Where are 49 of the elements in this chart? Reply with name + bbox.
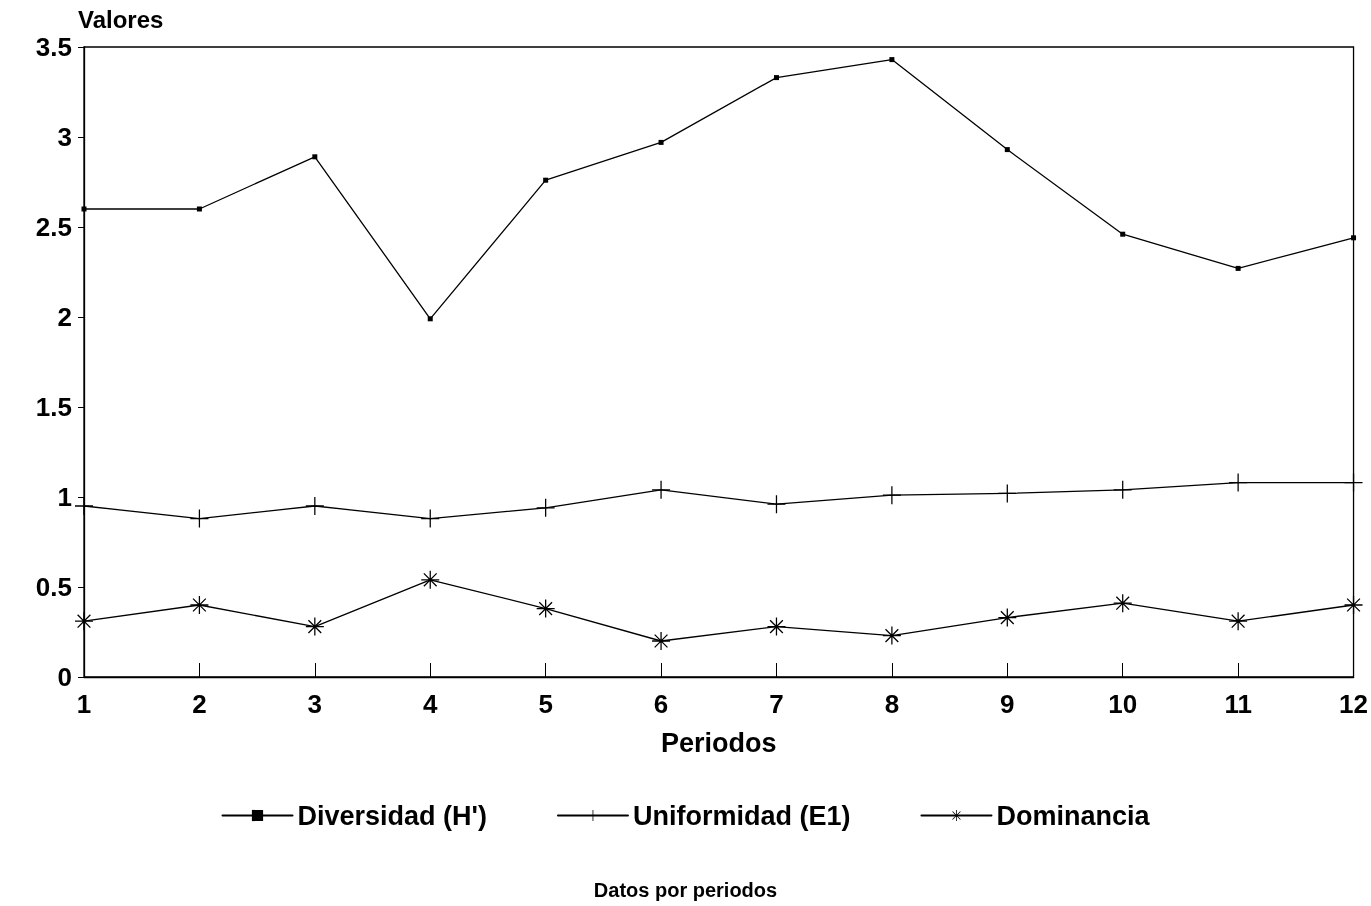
x-tick-label: 5 <box>538 689 553 719</box>
point <box>652 632 671 650</box>
point <box>1229 612 1248 631</box>
x-tick-label: 7 <box>769 689 784 719</box>
point <box>75 612 93 631</box>
y-tick-label: 1.5 <box>35 392 72 422</box>
text: Datos por periodos <box>593 879 778 901</box>
y-tick-label: 1 <box>57 482 72 512</box>
point <box>882 486 901 505</box>
point <box>81 206 87 212</box>
point <box>1120 231 1126 237</box>
point <box>305 497 324 515</box>
x-tick-label: 3 <box>307 689 323 719</box>
y-tick-label: 0 <box>57 662 72 692</box>
point <box>1229 473 1248 492</box>
point <box>312 154 318 160</box>
point <box>1235 265 1241 271</box>
x-tick-label: 2 <box>192 689 207 719</box>
legend-label: Dominancia <box>996 800 1151 831</box>
y-tick-label: 3 <box>57 122 72 152</box>
point <box>889 57 895 63</box>
point <box>75 497 93 515</box>
point <box>652 480 671 499</box>
point <box>1344 596 1363 614</box>
x-tick-label: 12 <box>1339 689 1368 719</box>
x-tick-label: 4 <box>423 689 438 719</box>
x-tick-label: 10 <box>1108 689 1138 719</box>
x-tick-label: 1 <box>76 689 92 719</box>
legend-label: Diversidad (H') <box>297 800 487 831</box>
y-tick-label: 2 <box>57 302 72 332</box>
x-tick-label: 6 <box>653 689 669 719</box>
point <box>1351 235 1357 241</box>
y-tick-label: 2.5 <box>35 212 72 242</box>
x-tick-label: 8 <box>884 689 900 719</box>
point <box>773 75 779 81</box>
x-tick-label: 11 <box>1224 689 1252 719</box>
point <box>543 177 549 183</box>
y-axis-title: Valores <box>78 5 164 33</box>
y-tick-label: 3.5 <box>35 32 72 62</box>
point <box>196 206 202 212</box>
point <box>427 316 433 322</box>
point <box>658 139 664 145</box>
legend-label: Uniformidad (E1) <box>632 800 851 831</box>
x-tick-label: 9 <box>1000 689 1015 719</box>
point <box>1004 147 1010 153</box>
x-axis-title: Periodos <box>661 727 777 758</box>
y-tick-label: 0.5 <box>35 572 72 602</box>
point <box>882 626 901 645</box>
point <box>190 596 209 614</box>
